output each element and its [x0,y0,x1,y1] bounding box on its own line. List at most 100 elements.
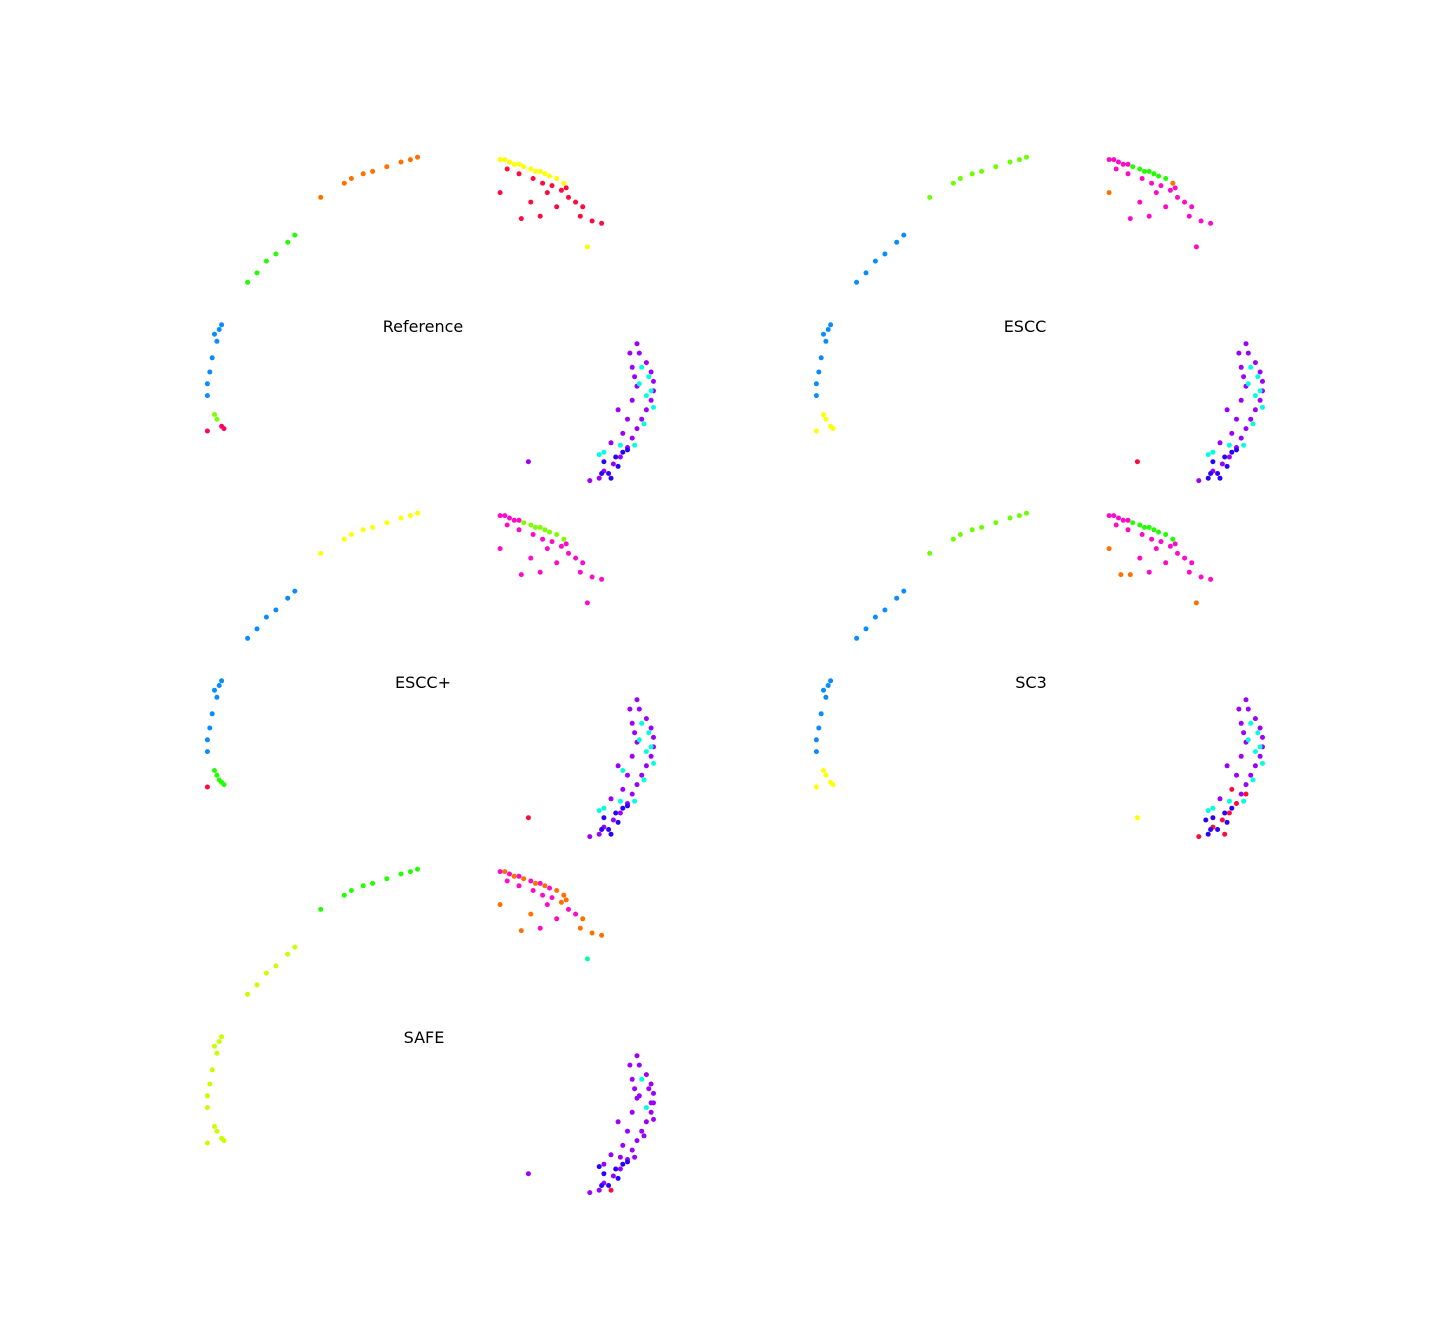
scatter-point [818,711,824,717]
scatter-point [646,730,652,736]
scatter-point [528,166,534,172]
scatter-point [540,892,546,898]
scatter-point [620,449,626,455]
scatter-point [634,782,640,788]
scatter-point [1116,159,1121,165]
scatter-point [1208,220,1214,226]
scatter-point [587,1190,593,1196]
scatter-point [1241,442,1247,448]
scatter-point [1241,374,1247,380]
scatter-point [1106,157,1112,163]
scatter-point [1257,725,1263,731]
scatter-point [1130,164,1136,170]
scatter-point [648,753,654,759]
scatter-point [901,232,907,238]
scatter-point [525,459,531,465]
scatter-point [1125,527,1131,533]
scatter-point [625,1159,630,1165]
scatter-point [617,1166,623,1172]
scatter-point [497,869,503,875]
scatter-point [641,421,647,427]
scatter-point [1203,817,1209,823]
scatter-point [544,902,550,908]
scatter-point [617,1154,623,1160]
scatter-point [1260,378,1265,384]
scatter-point [1163,204,1169,210]
scatter-point [516,527,522,533]
scatter-point [549,183,555,189]
scatter-point [584,956,590,962]
scatter-point [348,532,354,537]
scatter-point [1170,536,1176,542]
scatter-point [1222,831,1228,837]
scatter-point [634,1138,640,1144]
scatter-point [601,449,607,455]
scatter-point [245,991,251,997]
scatter-point [1127,572,1133,578]
scatter-point [1142,524,1147,530]
scatter-point [544,190,550,196]
scatter-point [615,763,621,769]
scatter-point [1252,716,1258,722]
scatter-point [1118,572,1124,578]
scatter-point [927,550,933,556]
scatter-point [511,517,517,523]
scatter-point [1111,513,1117,519]
scatter-point [1137,199,1143,205]
scatter-point [1236,350,1242,356]
scatter-point [528,199,534,205]
scatter-point [1245,737,1251,743]
scatter-point [1156,173,1162,179]
scatter-point [216,777,222,783]
scatter-point [1196,478,1202,484]
scatter-point [212,1043,217,1049]
scatter-point [639,1128,645,1134]
scatter-point [620,1142,626,1148]
scatter-point [1125,517,1131,523]
scatter-point [646,374,652,380]
scatter-point [589,218,595,224]
scatter-point [554,176,560,181]
scatter-point [643,763,649,769]
scatter-point [950,180,956,186]
scatter-point [212,412,217,417]
scatter-point [214,772,220,778]
scatter-point [1137,522,1143,528]
scatter-point [629,720,635,726]
scatter-point [1167,187,1173,193]
scatter-point [1125,171,1131,177]
scatter-point [407,513,413,519]
scatter-point [651,378,656,384]
scatter-point [1205,831,1211,837]
scatter-point [979,524,985,530]
scatter-point [608,440,614,446]
scatter-point [646,1086,652,1092]
scatter-point [821,768,826,773]
scatter-point [1238,791,1244,797]
scatter-point [216,1039,222,1044]
scatter-point [1151,527,1157,533]
scatter-point [577,213,583,219]
scatter-point [1106,513,1112,519]
scatter-point [537,880,543,886]
scatter-point [398,871,404,877]
scatter-point [1182,555,1188,561]
scatter-point [521,164,527,170]
scatter-point [1241,798,1247,804]
scatter-point [537,925,543,931]
scatter-point [643,1072,649,1078]
scatter-point [530,176,536,181]
scatter-point [584,244,590,250]
scatter-point [1127,216,1133,222]
scatter-point [1186,213,1192,219]
scatter-point [882,251,888,257]
scatter-point [636,381,642,387]
scatter-point [629,791,635,797]
scatter-point [1106,190,1112,196]
scatter-point [828,322,834,328]
scatter-point [823,338,829,344]
scatter-point [606,827,612,832]
scatter-point [542,883,548,889]
scatter-point [823,772,829,778]
